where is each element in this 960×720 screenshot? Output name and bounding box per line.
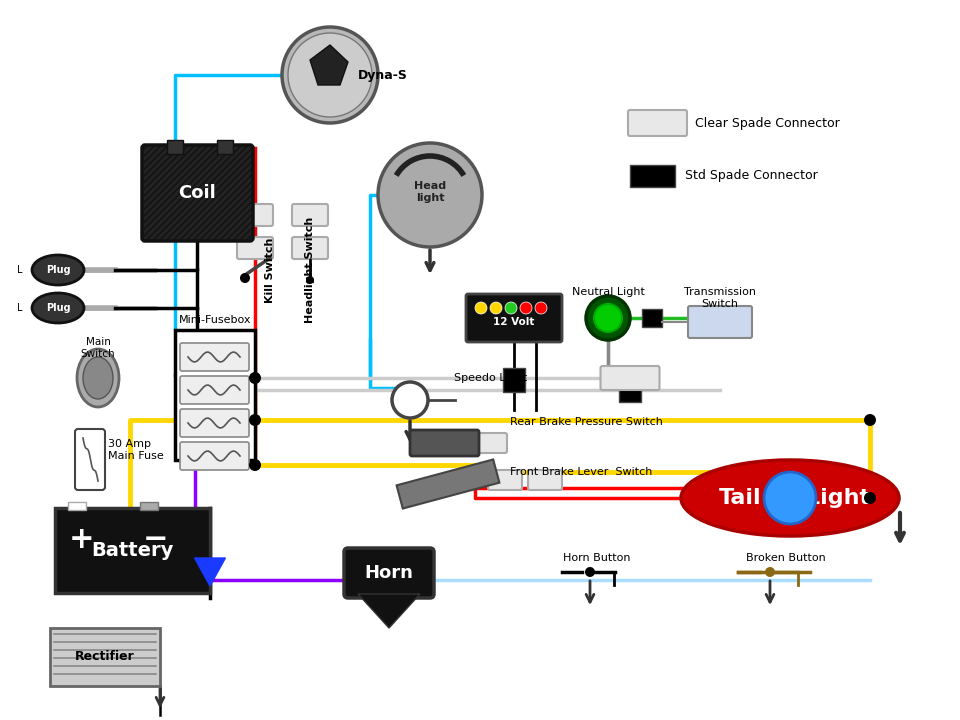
Circle shape [864, 492, 876, 504]
Bar [140, 502, 158, 510]
FancyBboxPatch shape [488, 470, 522, 490]
Circle shape [378, 143, 482, 247]
Bar [55, 508, 210, 593]
FancyBboxPatch shape [180, 343, 249, 371]
Circle shape [490, 302, 502, 314]
Text: Horn: Horn [365, 564, 414, 582]
Text: Plug: Plug [46, 303, 70, 313]
Bar [503, 368, 525, 392]
Text: L: L [17, 303, 23, 313]
Circle shape [475, 302, 487, 314]
Text: Rectifier: Rectifier [75, 650, 134, 664]
Text: −: − [142, 526, 168, 554]
Circle shape [288, 33, 372, 117]
Text: Clear Spade Connector: Clear Spade Connector [695, 117, 840, 130]
Bar [175, 330, 255, 460]
Ellipse shape [83, 357, 113, 399]
FancyBboxPatch shape [344, 548, 434, 598]
FancyBboxPatch shape [292, 204, 328, 226]
Text: +: + [69, 526, 95, 554]
Bar [68, 502, 86, 510]
Bar [619, 378, 641, 402]
FancyBboxPatch shape [237, 204, 273, 226]
Polygon shape [396, 459, 499, 508]
Text: Speedo Light: Speedo Light [454, 373, 527, 383]
Text: Rear Brake Pressure Switch: Rear Brake Pressure Switch [510, 417, 662, 427]
Circle shape [240, 273, 250, 283]
Bar [167, 140, 183, 154]
Circle shape [306, 276, 314, 284]
Circle shape [520, 302, 532, 314]
Text: Mini-Fusebox: Mini-Fusebox [179, 315, 252, 325]
Text: Head
light: Head light [414, 181, 446, 203]
Ellipse shape [32, 293, 84, 323]
Text: Std Spade Connector: Std Spade Connector [685, 169, 818, 182]
Circle shape [249, 459, 261, 471]
Text: Broken Button: Broken Button [746, 553, 826, 563]
FancyBboxPatch shape [237, 237, 273, 259]
FancyBboxPatch shape [473, 433, 507, 453]
Text: Transmission
Switch: Transmission Switch [684, 287, 756, 309]
Text: Neutral Light: Neutral Light [571, 287, 644, 297]
Circle shape [764, 472, 816, 524]
Polygon shape [310, 45, 348, 85]
FancyBboxPatch shape [410, 430, 479, 456]
Circle shape [594, 304, 622, 332]
Text: 30 Amp
Main Fuse: 30 Amp Main Fuse [108, 439, 164, 461]
Text: Coil: Coil [179, 184, 216, 202]
FancyBboxPatch shape [75, 429, 105, 490]
Circle shape [585, 567, 595, 577]
FancyBboxPatch shape [528, 470, 562, 490]
Polygon shape [358, 594, 420, 628]
Text: L: L [17, 265, 23, 275]
FancyBboxPatch shape [180, 442, 249, 470]
Text: Kill Switch: Kill Switch [265, 238, 275, 302]
Text: Horn Button: Horn Button [564, 553, 631, 563]
Circle shape [282, 27, 378, 123]
Bar [50, 628, 160, 686]
Ellipse shape [32, 255, 84, 285]
FancyBboxPatch shape [628, 110, 687, 136]
Text: 12 Volt: 12 Volt [493, 317, 535, 327]
Circle shape [505, 302, 517, 314]
Circle shape [535, 302, 547, 314]
Ellipse shape [681, 460, 899, 536]
Bar [217, 140, 233, 154]
Text: Front Brake Lever  Switch: Front Brake Lever Switch [510, 467, 653, 477]
Bar [642, 309, 662, 327]
Circle shape [249, 372, 261, 384]
FancyBboxPatch shape [180, 409, 249, 437]
Ellipse shape [77, 349, 119, 407]
FancyBboxPatch shape [688, 306, 752, 338]
Circle shape [864, 414, 876, 426]
FancyBboxPatch shape [601, 366, 660, 390]
Text: Plug: Plug [46, 265, 70, 275]
Bar [630, 165, 675, 187]
Circle shape [249, 414, 261, 426]
FancyBboxPatch shape [292, 237, 328, 259]
Text: Main
Switch: Main Switch [81, 337, 115, 359]
FancyBboxPatch shape [142, 145, 253, 241]
Text: Light: Light [806, 488, 870, 508]
Circle shape [765, 567, 775, 577]
Text: Battery: Battery [91, 541, 173, 559]
Polygon shape [195, 558, 226, 586]
Text: Dyna-S: Dyna-S [358, 68, 408, 81]
Circle shape [586, 296, 630, 340]
FancyBboxPatch shape [180, 376, 249, 404]
FancyBboxPatch shape [466, 294, 562, 342]
Text: Tail: Tail [719, 488, 761, 508]
Circle shape [392, 382, 428, 418]
Text: Headlight Switch: Headlight Switch [305, 217, 315, 323]
